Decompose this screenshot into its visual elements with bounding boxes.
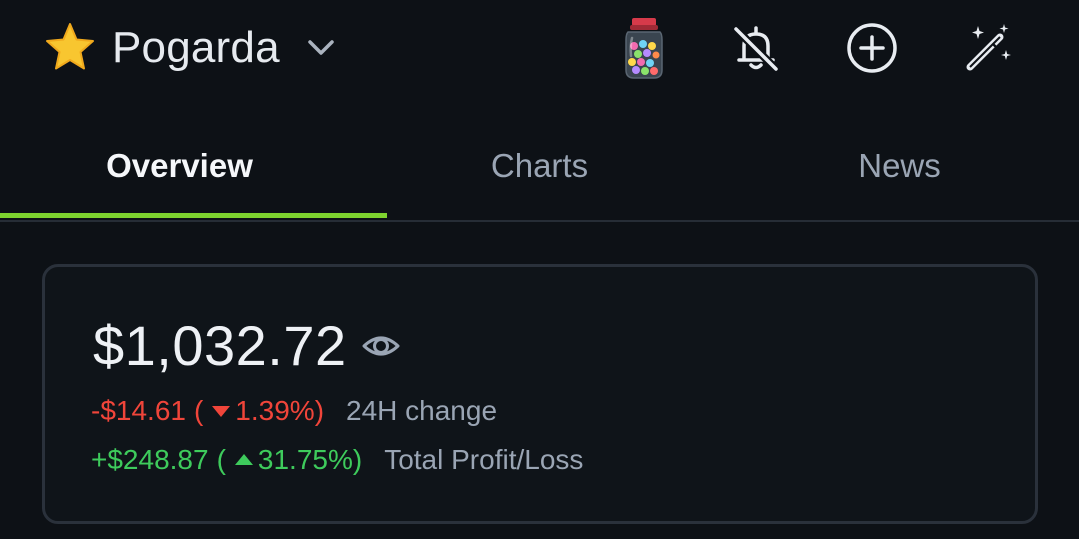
total-balance: $1,032.72 — [93, 314, 347, 377]
portfolio-name: Pogarda — [112, 23, 280, 72]
star-icon — [46, 23, 94, 70]
change-24h-percent: 1.39%) — [235, 395, 325, 426]
total-pl-label: Total Profit/Loss — [384, 444, 584, 475]
tab-bar: Overview Charts News — [0, 112, 1079, 222]
tab-overview[interactable]: Overview — [106, 147, 253, 184]
total-pl-open-paren: ( — [216, 444, 226, 475]
eye-icon[interactable] — [361, 326, 401, 366]
change-24h-row: -$14.61 ( 1.39%) 24H change — [91, 395, 497, 427]
active-tab-indicator — [0, 213, 387, 218]
magic-wand-icon — [966, 24, 1011, 71]
total-pl-amount: +$248.87 — [91, 444, 209, 475]
candy-jar-icon — [625, 18, 663, 79]
change-24h-open-paren: ( — [193, 395, 204, 426]
magic-wand-button[interactable] — [958, 18, 1018, 78]
total-pl-percent: 31.75%) — [257, 444, 363, 475]
app-header: Pogarda — [0, 0, 1079, 96]
chevron-down-icon — [308, 40, 334, 55]
change-24h-amount: -$14.61 — [91, 395, 186, 426]
portfolio-summary-card: $1,032.72 -$14.61 ( 1.39%) 24H change +$… — [42, 264, 1038, 524]
add-circle-icon — [847, 23, 897, 73]
tab-news[interactable]: News — [858, 147, 941, 184]
candy-jar-button[interactable] — [614, 18, 674, 79]
bell-off-icon — [732, 25, 780, 73]
add-button[interactable] — [842, 18, 902, 78]
triangle-up-icon — [234, 454, 253, 465]
change-24h-label: 24H change — [346, 395, 498, 426]
triangle-down-icon — [212, 406, 231, 417]
tab-charts[interactable]: Charts — [490, 147, 589, 184]
portfolio-selector[interactable]: Pogarda — [42, 20, 338, 76]
total-pl-row: +$248.87 ( 31.75%) Total Profit/Loss — [91, 444, 583, 476]
notifications-toggle-button[interactable] — [726, 18, 786, 78]
